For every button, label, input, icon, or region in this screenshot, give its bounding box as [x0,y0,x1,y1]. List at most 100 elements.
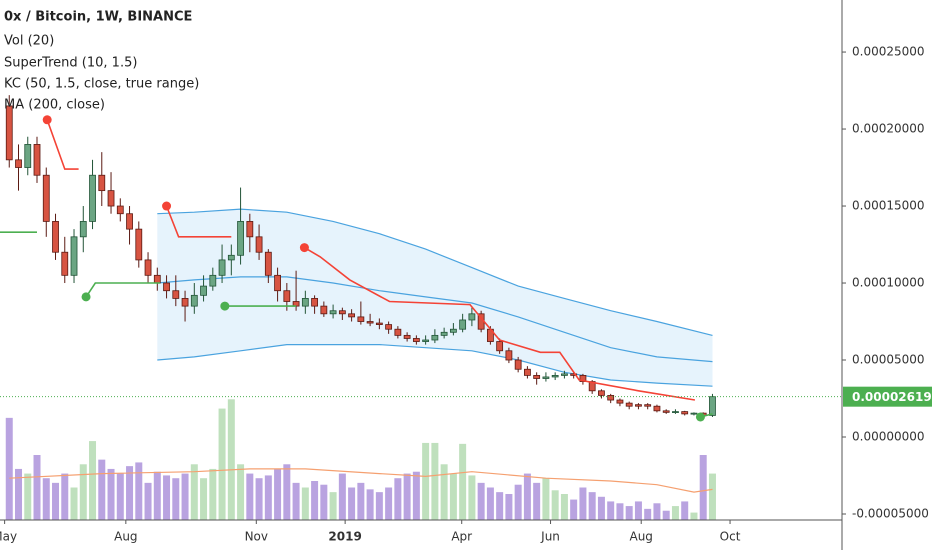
candle-body [459,319,467,330]
volume-bar [533,482,541,520]
y-tick-label: 0.00025000 [852,45,925,59]
candle-body [163,282,170,292]
volume-bar [79,464,87,520]
candle-body [70,236,78,276]
candle-body [625,402,633,407]
candle-body [89,174,96,222]
volume-bar [107,468,115,520]
candle-body [505,350,513,361]
x-tick-label: Oct [720,530,741,544]
candle-body [440,331,448,336]
volume-bar [338,473,346,520]
volume-bar [292,482,300,520]
volume-bar [459,443,467,520]
volume-bar [24,473,32,520]
candle-body [690,412,698,415]
volume-bar [274,468,282,520]
supertrend-dot [299,243,309,253]
candle-body [329,310,337,315]
volume-bar [89,441,97,520]
candle-body [190,294,198,307]
volume-bar [486,487,494,520]
volume-bar [375,492,383,520]
candle-body [61,251,69,276]
volume-bar [523,473,531,520]
y-tick-label: -0.00005000 [852,506,929,520]
supertrend-dot [162,201,172,211]
supertrend-line [46,119,79,170]
volume-bar [588,492,596,520]
candle-body [98,174,106,192]
candle-body [616,399,624,404]
candle-body [116,205,124,215]
volume-bar [33,455,41,520]
candle-body [126,213,133,230]
volume-bar [440,464,448,520]
candle-body [301,298,309,307]
supertrend-dot [81,292,91,302]
volume-bar [551,490,559,520]
volume-bar [385,487,393,520]
volume-bar [200,478,208,520]
indicator-label: Vol (20) [4,34,54,49]
volume-bar [218,408,226,520]
y-tick-label: 0.00020000 [852,122,925,136]
candle-body [431,334,439,341]
indicator-label: MA (200, close) [4,98,105,113]
candle-body [107,190,115,207]
volume-bar [153,471,161,520]
candle-body [422,339,430,342]
indicator-label: SuperTrend (10, 1.5) [4,56,137,71]
volume-bar [366,489,374,520]
volume-bar [570,499,578,520]
x-tick-label: Apr [451,530,472,544]
volume-bar [477,482,485,520]
volume-bar [190,464,198,520]
volume-bar [468,475,476,520]
candle-body [218,259,226,276]
keltner-lower [157,344,713,387]
candle-body [375,322,383,325]
supertrend-line [85,282,161,298]
volume-bar [42,478,50,520]
volume-bar [394,478,402,520]
volume-bar [264,475,272,520]
volume-bar [163,475,171,520]
candle-body [709,396,716,416]
candle-body [135,228,143,261]
volume-bar [449,473,457,520]
candle-body [412,338,420,342]
volume-bar [329,492,337,520]
candle-body [524,368,531,376]
candle-body [311,298,318,307]
candle-body [274,274,281,292]
volume-bar [181,473,189,520]
candle-body [598,390,605,396]
volume-bar [671,506,679,520]
volume-bar [15,468,23,520]
candle-body [357,316,365,322]
x-tick-label: Nov [245,530,268,544]
candle-body [496,341,504,352]
volume-bar [301,487,309,520]
candle-body [153,274,161,284]
last-price-box [843,386,932,407]
candle-body [79,221,87,238]
candle-body [172,290,180,299]
volume-bar [227,399,235,520]
supertrend-dot [42,115,52,125]
candle-body [15,159,22,168]
volume-bar [237,464,245,520]
volume-bar [699,455,707,520]
volume-bar [431,442,439,520]
legend: 0x / Bitcoin, 1W, BINANCE Vol (20) Super… [4,10,199,113]
candle-body [227,254,235,261]
y-tick-label: 0.00010000 [852,276,925,290]
plot-area [0,95,842,520]
volume-bar [597,496,605,520]
candle-body [449,328,457,333]
supertrend-dot [695,412,705,422]
candle-body [662,410,670,413]
candle-body [255,236,263,253]
